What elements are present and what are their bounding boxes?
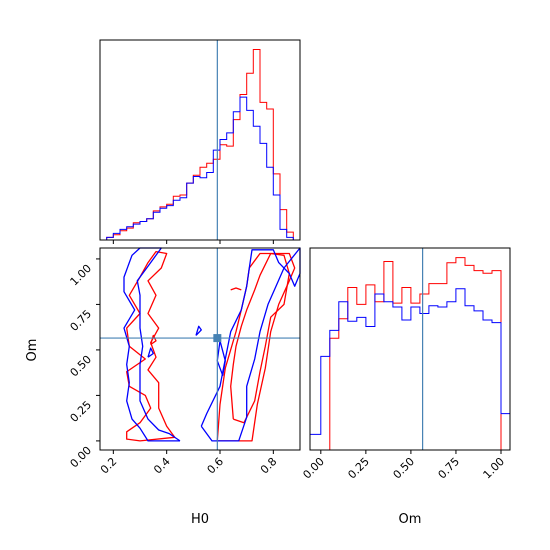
contour-6 (216, 340, 226, 377)
contour-2 (216, 252, 296, 442)
h0-histogram-panel (99, 39, 301, 244)
joint-ytick-label: 0.50 (68, 353, 95, 380)
joint-xtick-label: 0.2 (98, 455, 120, 477)
om-hist-xtick-label: 0.75 (436, 455, 463, 482)
joint-frame (99, 247, 301, 451)
joint-xtick-label: 0.4 (151, 455, 173, 477)
om-hist-xtick-label: 0.25 (345, 455, 372, 482)
x-axis-label-h0: H0 (191, 512, 209, 527)
joint-ytick-label: 0.75 (68, 307, 95, 334)
truth-marker (213, 334, 222, 343)
joint-ytick-label: 1.00 (68, 262, 95, 289)
y-axis-label-om: Om (25, 339, 40, 362)
om-hist-xtick-label: 0.50 (391, 455, 418, 482)
contour-9 (150, 334, 157, 346)
om-hist-series-1-step (310, 257, 510, 451)
om-hist-series-2-step (310, 288, 510, 435)
h0-hist-frame (99, 39, 301, 241)
contour-7 (195, 325, 202, 336)
contour-3 (230, 252, 290, 424)
om-hist-xtick-label: 0.00 (300, 455, 327, 482)
joint-xtick-label: 0.6 (205, 455, 227, 477)
joint-ytick-label: 0.00 (68, 444, 95, 471)
x-axis-label-om: Om (399, 512, 422, 527)
contour-10 (230, 287, 242, 291)
h0-hist-series-2-step (100, 96, 300, 241)
contour-1 (126, 250, 176, 442)
joint-ytick-label: 0.25 (68, 398, 95, 425)
om-hist-frame (309, 247, 511, 451)
om-hist-xtick-label: 1.00 (481, 455, 508, 482)
contour-5 (200, 247, 301, 442)
contour-8 (147, 347, 154, 358)
h0-om-contour-panel: 0.2 0.4 0.6 0.8 0.00 0.25 0.50 0.75 1.00 (68, 247, 301, 477)
om-histogram-panel: 0.00 0.25 0.50 0.75 1.00 (300, 247, 511, 482)
h0-hist-series-1-step (100, 49, 300, 241)
joint-xtick-label: 0.8 (258, 455, 280, 477)
